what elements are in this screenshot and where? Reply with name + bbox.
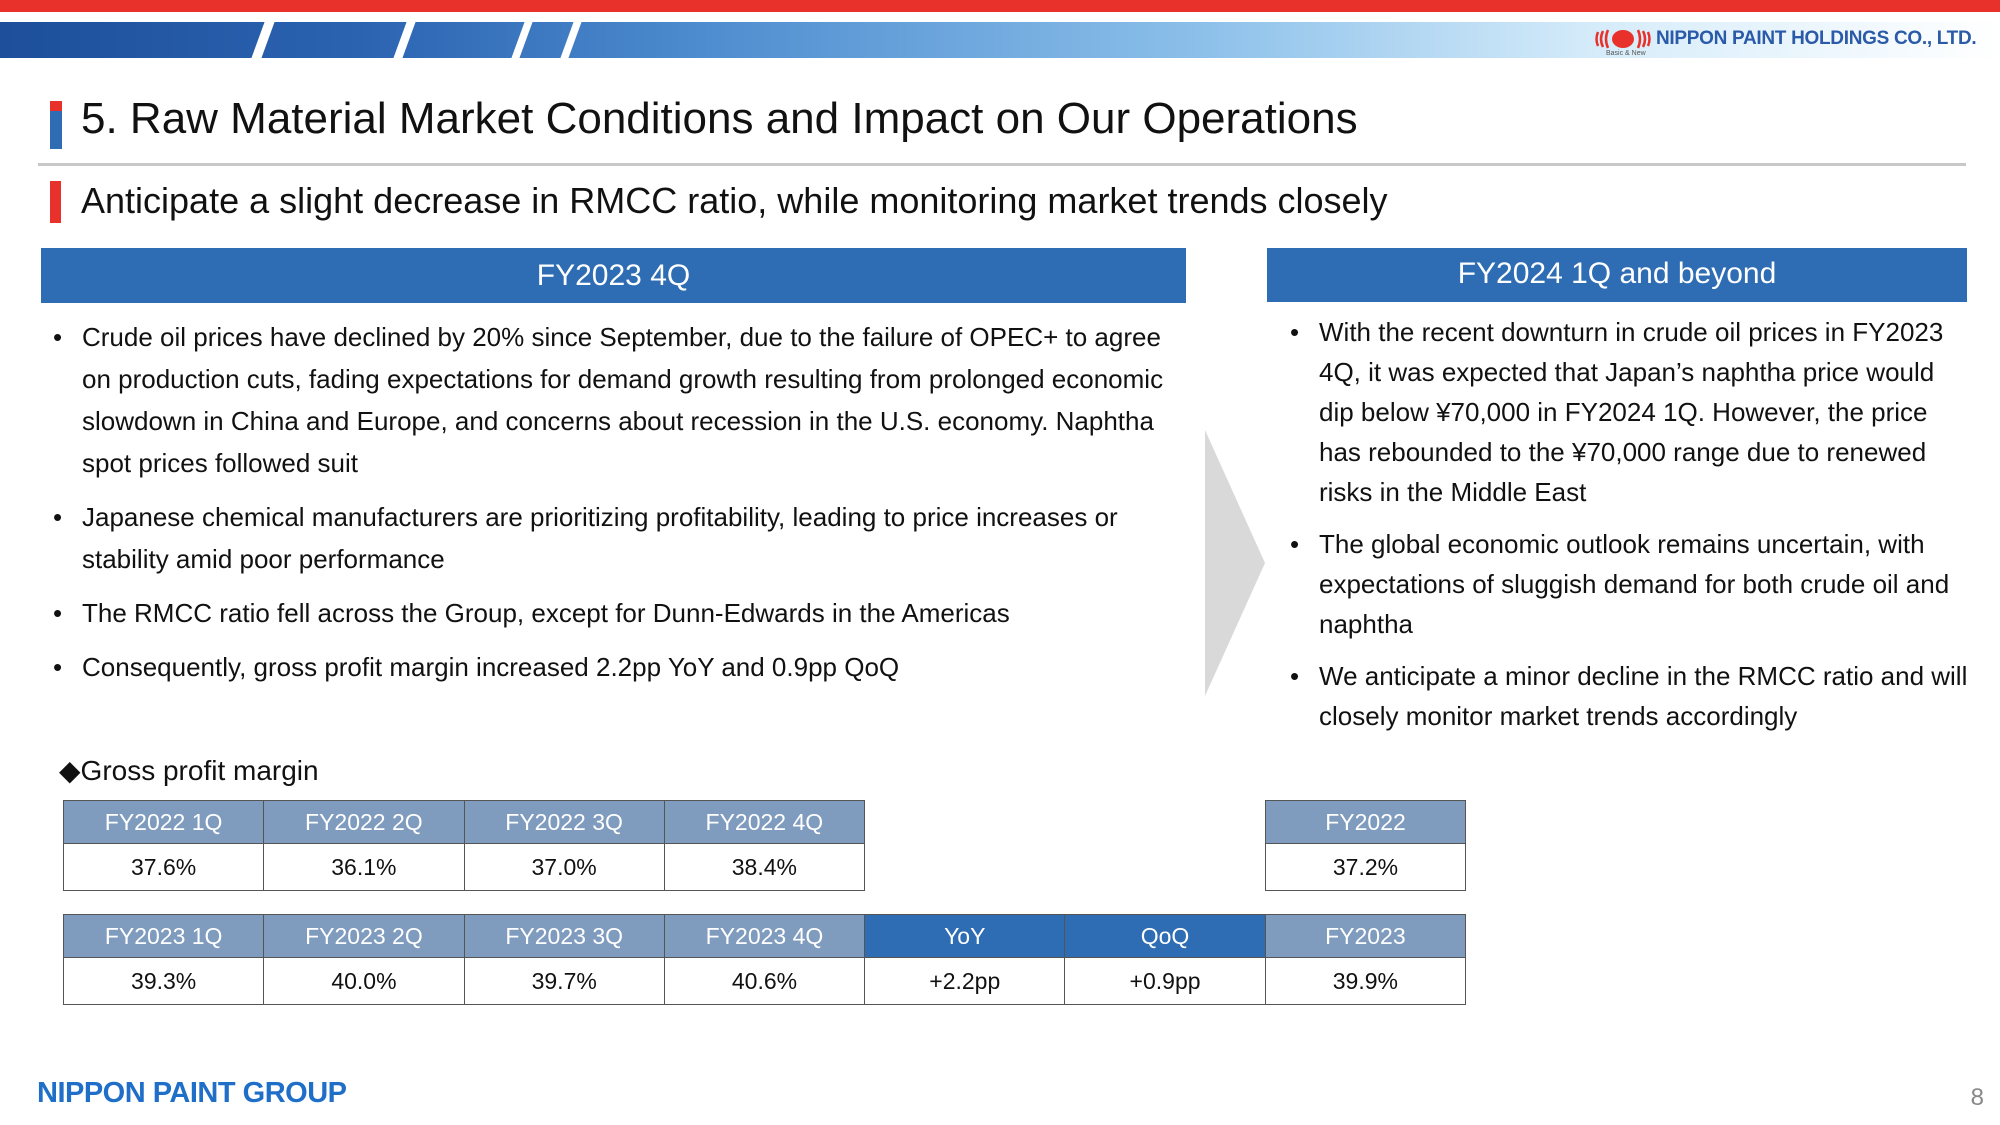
yoy-value-cell: +2.2pp <box>864 957 1066 1005</box>
paint-drop-logo-icon <box>1595 29 1651 49</box>
table-header-cell: FY2022 1Q <box>62 800 265 844</box>
fy2023-quarterly-table: FY2023 1Q FY2023 2Q FY2023 3Q FY2023 4Q … <box>62 914 1467 1005</box>
list-item: Japanese chemical manufacturers are prio… <box>45 496 1195 580</box>
table-header-cell: FY2023 <box>1264 914 1467 958</box>
left-bullet-list: Crude oil prices have declined by 20% si… <box>45 316 1195 700</box>
table-cell: 40.6% <box>663 957 866 1005</box>
subtitle-accent-bar <box>50 181 61 223</box>
group-logo: NIPPON PAINT GROUP <box>37 1077 347 1109</box>
table-cell: 37.0% <box>463 843 665 891</box>
list-item: The global economic outlook remains unce… <box>1282 524 1972 644</box>
table-cell: 39.3% <box>62 957 265 1005</box>
chevron-right-icon <box>1205 430 1265 696</box>
title-accent-bar <box>50 101 62 149</box>
table-cell: 36.1% <box>263 843 465 891</box>
fy2022-quarterly-table: FY2022 1Q FY2022 2Q FY2022 3Q FY2022 4Q … <box>62 800 866 891</box>
table-header-cell: FY2023 4Q <box>663 914 866 958</box>
table-cell: 39.9% <box>1264 957 1467 1005</box>
table-cell: 37.6% <box>62 843 265 891</box>
list-item: The RMCC ratio fell across the Group, ex… <box>45 592 1195 634</box>
top-red-stripe <box>0 0 2000 12</box>
table-cell: 39.7% <box>463 957 665 1005</box>
list-item: We anticipate a minor decline in the RMC… <box>1282 656 1972 736</box>
table-header-cell: FY2022 4Q <box>663 800 866 844</box>
list-item: With the recent downturn in crude oil pr… <box>1282 312 1972 512</box>
company-tagline: Basic & New <box>1606 50 1646 57</box>
table-header-cell: FY2022 2Q <box>263 800 465 844</box>
table-header-cell: FY2022 3Q <box>463 800 665 844</box>
right-bullet-list: With the recent downturn in crude oil pr… <box>1282 312 1972 748</box>
gross-profit-margin-label: ◆Gross profit margin <box>59 755 319 786</box>
table-header-cell: FY2023 3Q <box>463 914 665 958</box>
company-name: NIPPON PAINT HOLDINGS CO., LTD. <box>1656 28 1977 49</box>
title-divider <box>38 163 1966 166</box>
qoq-header-cell: QoQ <box>1064 914 1266 958</box>
list-item: Crude oil prices have declined by 20% si… <box>45 316 1195 484</box>
company-logo: NIPPON PAINT HOLDINGS CO., LTD. Basic & … <box>1594 28 1977 58</box>
list-item: Consequently, gross profit margin increa… <box>45 646 1195 688</box>
page-number: 8 <box>1970 1084 1984 1111</box>
table-cell: 38.4% <box>663 843 866 891</box>
top-gradient-band <box>0 22 2000 58</box>
table-header-cell: FY2023 2Q <box>263 914 465 958</box>
table-header-cell: FY2022 <box>1265 800 1466 844</box>
table-cell: 40.0% <box>263 957 465 1005</box>
table-cell: 37.2% <box>1265 843 1466 891</box>
table-header-cell: FY2023 1Q <box>62 914 265 958</box>
right-section-heading: FY2024 1Q and beyond <box>1267 248 1967 302</box>
page-subtitle: Anticipate a slight decrease in RMCC rat… <box>81 180 1388 221</box>
page-title: 5. Raw Material Market Conditions and Im… <box>81 94 1358 143</box>
yoy-header-cell: YoY <box>864 914 1066 958</box>
qoq-value-cell: +0.9pp <box>1064 957 1266 1005</box>
fy2022-total-table: FY2022 37.2% <box>1265 800 1466 891</box>
left-section-heading: FY2023 4Q <box>41 248 1186 303</box>
